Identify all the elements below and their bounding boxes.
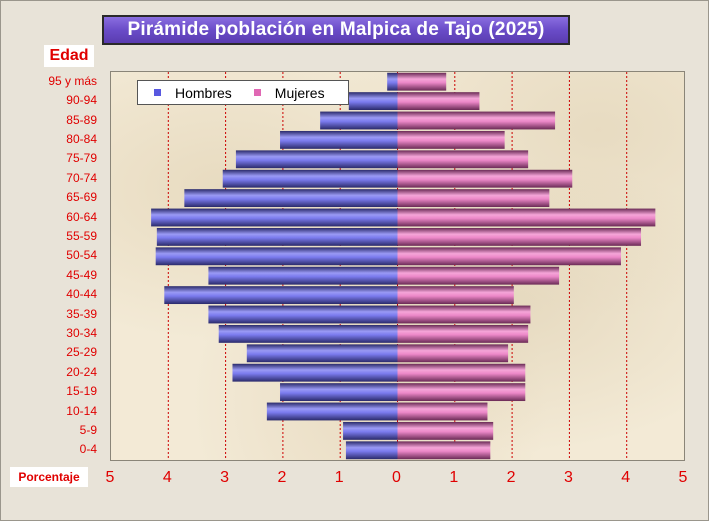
bar-men	[208, 305, 398, 324]
bar-women	[397, 286, 514, 305]
y-tick-label: 20-24	[66, 364, 97, 379]
legend-item-women: Mujeres	[253, 84, 325, 101]
bar-men	[156, 227, 398, 246]
bar-women	[397, 421, 494, 440]
y-tick-label: 40-44	[66, 287, 97, 302]
y-tick-label: 25-29	[66, 345, 97, 360]
pyramid-chart	[151, 72, 656, 460]
bar-men	[320, 111, 398, 130]
y-tick-label: 85-89	[66, 112, 97, 127]
x-tick-label: 1	[449, 469, 459, 486]
y-tick-label: 95 y más	[48, 73, 97, 88]
bar-men	[266, 402, 398, 421]
bar-women	[397, 344, 509, 363]
y-tick-label: 45-49	[66, 267, 97, 282]
x-axis-title: Porcentaje	[10, 467, 88, 487]
bar-men	[235, 150, 398, 169]
y-tick-label: 35-39	[66, 306, 97, 321]
bar-men	[155, 247, 398, 266]
bar-men	[280, 130, 398, 149]
bar-men	[164, 286, 398, 305]
bar-women	[397, 305, 531, 324]
y-tick-label: 70-74	[66, 170, 97, 185]
bar-men	[218, 324, 398, 343]
y-tick-label: 0-4	[79, 442, 97, 457]
bar-women	[397, 72, 447, 91]
bar-men	[151, 208, 398, 227]
bar-men	[184, 189, 398, 208]
legend-label-men: Hombres	[175, 84, 232, 101]
y-tick-label: 30-34	[66, 325, 97, 340]
legend-item-men: Hombres	[154, 85, 232, 101]
y-axis-title: Edad	[44, 45, 94, 67]
x-tick-label: 2	[506, 469, 516, 486]
y-tick-label: 10-14	[66, 403, 97, 418]
bar-men	[343, 421, 398, 440]
bar-women	[397, 441, 491, 460]
x-tick-label: 5	[105, 469, 115, 486]
y-tick-label: 55-59	[66, 228, 97, 243]
bar-women	[397, 150, 529, 169]
legend-label-women: Mujeres	[274, 84, 325, 101]
bar-women	[397, 111, 556, 130]
y-tick-label: 50-54	[66, 248, 97, 263]
bar-women	[397, 130, 505, 149]
x-tick-label: 5	[678, 469, 688, 486]
bar-women	[397, 92, 480, 111]
chart-title: Pirámide población en Malpica de Tajo (2…	[102, 15, 570, 45]
bar-women	[397, 363, 526, 382]
x-tick-label: 3	[563, 469, 573, 486]
y-tick-label: 65-69	[66, 190, 97, 205]
y-tick-label: 80-84	[66, 131, 97, 146]
bar-women	[397, 189, 550, 208]
bar-men	[387, 72, 398, 91]
bar-women	[397, 208, 656, 227]
legend-swatch-women	[253, 89, 261, 96]
bar-women	[397, 227, 642, 246]
y-tick-label: 5-9	[79, 422, 97, 437]
plot-area	[110, 71, 685, 461]
bar-women	[397, 169, 573, 188]
bar-women	[397, 402, 488, 421]
bar-women	[397, 266, 560, 285]
x-tick-label: 0	[392, 469, 401, 486]
y-tick-label: 15-19	[66, 384, 97, 399]
bar-women	[397, 247, 621, 266]
y-tick-label: 60-64	[66, 209, 97, 224]
bar-men	[232, 363, 398, 382]
x-tick-label: 1	[334, 469, 344, 486]
x-tick-label: 4	[162, 469, 172, 486]
bar-men	[222, 169, 398, 188]
bar-men	[348, 92, 398, 111]
x-tick-label: 2	[277, 469, 287, 486]
x-tick-label: 4	[621, 469, 631, 486]
bar-men	[345, 441, 398, 460]
bar-women	[397, 324, 529, 343]
bar-men	[280, 383, 398, 402]
legend-swatch-men	[154, 89, 161, 96]
legend: Hombres Mujeres	[137, 80, 349, 105]
bar-men	[208, 266, 398, 285]
bar-men	[246, 344, 398, 363]
bar-women	[397, 383, 526, 402]
y-tick-label: 90-94	[66, 93, 97, 108]
y-tick-label: 75-79	[66, 151, 97, 166]
x-tick-label: 3	[220, 469, 230, 486]
